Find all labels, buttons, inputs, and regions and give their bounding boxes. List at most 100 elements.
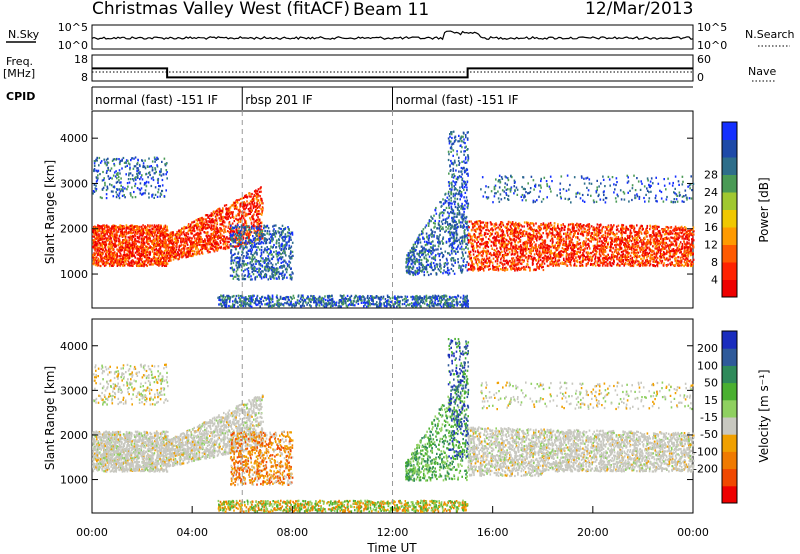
echo-cell [150, 234, 153, 237]
echo-cell [180, 233, 183, 236]
echo-cell [287, 298, 290, 301]
echo-cell [119, 228, 122, 231]
echo-cell [137, 264, 140, 268]
echo-cell [245, 296, 247, 299]
echo-cell [132, 167, 135, 170]
echo-cell [168, 242, 171, 245]
echo-cell [246, 204, 248, 207]
echo-cell [300, 296, 303, 299]
echo-cell [133, 240, 136, 244]
echo-cell [122, 264, 124, 267]
echo-cell [280, 227, 282, 231]
echo-cell [228, 214, 231, 218]
echo-cell [92, 225, 95, 229]
echo-cell [261, 202, 263, 205]
echo-cell [284, 252, 286, 255]
echo-cell [267, 294, 270, 298]
echo-cell [249, 230, 252, 234]
echo-cell [182, 231, 185, 234]
echo-cell [219, 236, 221, 239]
echo-cell [225, 237, 227, 240]
echo-cell [112, 224, 114, 227]
echo-cell [121, 261, 123, 264]
echo-cell [450, 267, 453, 271]
echo-cell [454, 259, 456, 262]
echo-cell [276, 268, 278, 271]
echo-cell [113, 263, 115, 266]
echo-cell [256, 237, 259, 240]
echo-cell [102, 186, 105, 189]
echo-cell [366, 296, 369, 300]
echo-cell [281, 266, 283, 269]
echo-cell [269, 248, 271, 251]
echo-cell [162, 235, 165, 238]
echo-cell [92, 192, 94, 195]
echo-cell [277, 275, 280, 278]
echo-cell [161, 264, 163, 267]
echo-cell [239, 245, 242, 248]
echo-cell [200, 236, 202, 239]
echo-cell [247, 298, 250, 301]
echo-cell [147, 251, 150, 254]
echo-cell [130, 159, 132, 162]
echo-cell [149, 232, 152, 236]
echo-cell [462, 294, 465, 297]
echo-cell [282, 239, 284, 242]
echo-cell [107, 238, 109, 241]
echo-cell [286, 300, 289, 303]
echo-cell [104, 181, 106, 184]
echo-cell [125, 231, 127, 234]
echo-cell [266, 302, 269, 305]
echo-cell [250, 195, 252, 198]
echo-cell [353, 297, 356, 300]
echo-cell [152, 176, 154, 179]
echo-cell [323, 297, 325, 300]
echo-cell [136, 187, 139, 190]
echo-cell [124, 165, 127, 168]
echo-cell [236, 206, 238, 209]
echo-cell [231, 222, 234, 225]
echo-cell [282, 260, 284, 264]
echo-cell [252, 235, 254, 238]
echo-cell [174, 238, 176, 241]
echo-cell [224, 247, 227, 251]
echo-cell [139, 192, 142, 195]
echo-cell [118, 169, 121, 172]
echo-cell [136, 225, 139, 228]
echo-cell [276, 271, 279, 274]
echo-cell [165, 173, 167, 176]
echo-cell [243, 201, 245, 204]
echo-cell [165, 243, 167, 246]
echo-cell [264, 259, 266, 262]
echo-cell [177, 254, 179, 257]
echo-cell [98, 253, 101, 256]
echo-cell [229, 305, 232, 308]
echo-cell [440, 296, 443, 299]
echo-cell [172, 233, 174, 236]
echo-cell [277, 258, 280, 261]
echo-cell [118, 242, 120, 245]
echo-cell [254, 277, 256, 280]
echo-cell [105, 243, 108, 246]
echo-cell [242, 206, 244, 209]
echo-cell [221, 295, 223, 298]
echo-cell [358, 296, 361, 299]
echo-cell [244, 274, 246, 277]
nsky-tick-top: 10^5 [58, 21, 88, 34]
echo-cell [209, 217, 211, 220]
echo-cell [158, 248, 160, 251]
echo-cell [436, 296, 438, 299]
echo-cell [257, 218, 260, 221]
echo-cell [102, 178, 105, 182]
echo-cell [438, 220, 441, 223]
echo-cell [105, 254, 107, 257]
echo-cell [149, 224, 151, 227]
echo-cell [368, 297, 371, 300]
echo-cell [155, 245, 158, 248]
echo-cell [276, 255, 278, 258]
echo-cell [161, 227, 164, 230]
echo-cell [277, 303, 280, 306]
echo-cell [448, 272, 451, 275]
echo-cell [239, 217, 241, 221]
echo-cell [137, 158, 139, 161]
